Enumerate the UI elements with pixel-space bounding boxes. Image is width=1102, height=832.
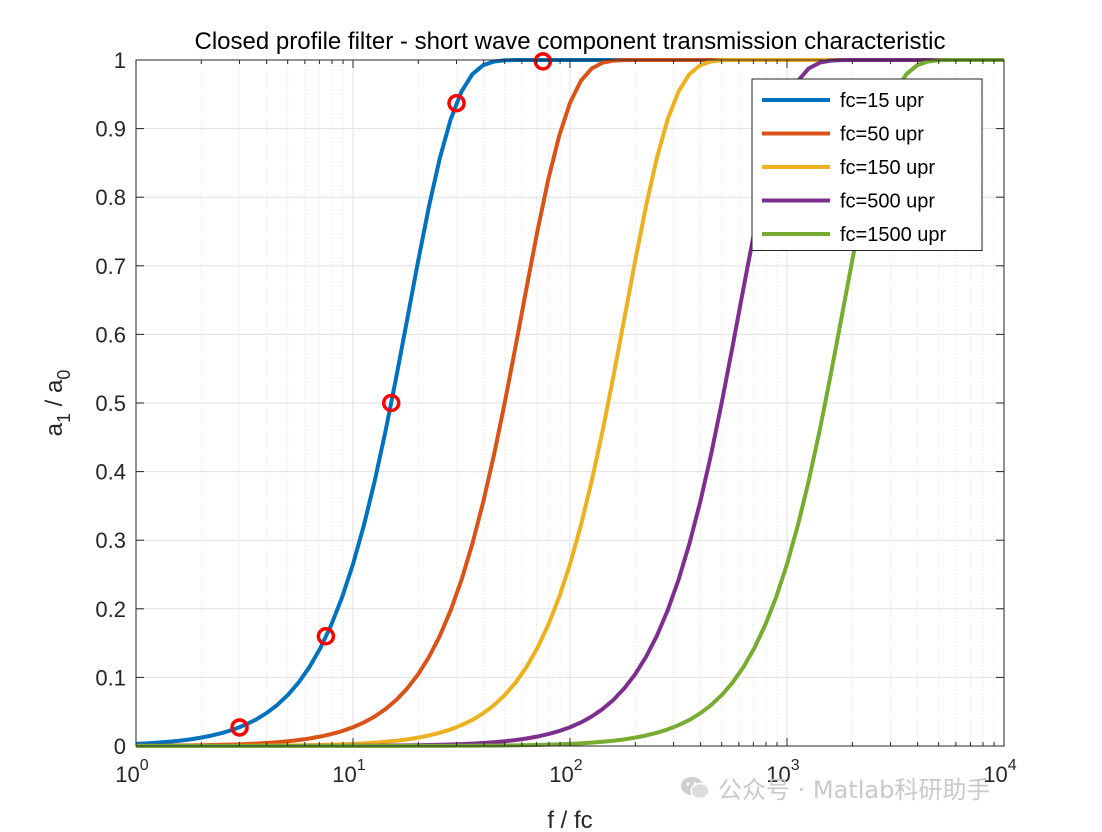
marker-layer xyxy=(230,52,553,737)
x-tick-base: 10 xyxy=(115,762,139,787)
x-tick-exp: 4 xyxy=(1008,757,1017,774)
legend-box xyxy=(751,78,983,251)
x-tick-exp: 3 xyxy=(791,757,800,774)
y-tick-label: 0.7 xyxy=(95,254,126,279)
legend: fc=15 upr fc=50 upr fc=150 upr fc=500 upr fc… xyxy=(751,78,983,251)
y-tick-label: 0.4 xyxy=(95,460,126,485)
ticks: 100 101 102 103 10400.10.20.30.40.50.60.70.8… xyxy=(95,48,1016,787)
x-tick-label: 102 xyxy=(549,757,582,787)
watermark-text: 公众号 · Matlab科研助手 xyxy=(718,776,991,804)
y-tick-label: 0.2 xyxy=(95,597,126,622)
x-tick-label: 100 xyxy=(115,757,148,787)
x-tick-label: 104 xyxy=(983,757,1016,787)
marker-point-5 xyxy=(533,52,553,71)
y-label-sep: / xyxy=(41,393,68,413)
x-tick-label: 101 xyxy=(332,757,365,787)
y-tick-label: 0.3 xyxy=(95,528,126,553)
y-axis-label: a1 / a0 xyxy=(41,370,74,437)
y-label-base: a xyxy=(41,422,68,436)
x-tick-exp: 2 xyxy=(574,757,583,774)
y-tick-label: 0.9 xyxy=(95,117,126,142)
legend-label-2: fc=50 upr xyxy=(840,124,924,146)
wechat-icon xyxy=(681,776,710,799)
chart-title: Closed profile filter - short wave compo… xyxy=(195,28,946,55)
marker-point-4 xyxy=(447,93,466,113)
y-label-base2: a xyxy=(41,379,68,393)
marker-point-1 xyxy=(230,718,249,737)
marker-point-2 xyxy=(316,626,336,646)
legend-label-1: fc=15 upr xyxy=(840,90,924,112)
x-axis-label: f / fc xyxy=(547,807,592,832)
y-tick-label: 0 xyxy=(114,734,126,759)
watermark: 公众号 · Matlab科研助手 xyxy=(680,770,990,805)
x-tick-base: 10 xyxy=(766,762,790,787)
legend-label-3: fc=150 upr xyxy=(840,157,935,179)
x-tick-exp: 0 xyxy=(140,757,149,774)
y-tick-label: 1 xyxy=(114,48,126,73)
y-tick-label: 0.1 xyxy=(95,665,126,690)
x-tick-base: 10 xyxy=(549,762,573,787)
marker-point-3 xyxy=(381,393,401,413)
legend-label-4: fc=500 upr xyxy=(840,191,935,213)
x-tick-base: 10 xyxy=(983,762,1007,787)
y-label-sub2: 0 xyxy=(54,370,74,380)
y-tick-label: 0.5 xyxy=(95,391,126,416)
y-label-sub1: 1 xyxy=(54,413,74,423)
x-tick-label: 103 xyxy=(766,757,799,787)
x-tick-base: 10 xyxy=(332,762,356,787)
y-tick-label: 0.6 xyxy=(95,322,126,347)
y-tick-label: 0.8 xyxy=(95,185,126,210)
legend-label-5: fc=1500 upr xyxy=(840,224,947,246)
x-tick-exp: 1 xyxy=(357,757,366,774)
